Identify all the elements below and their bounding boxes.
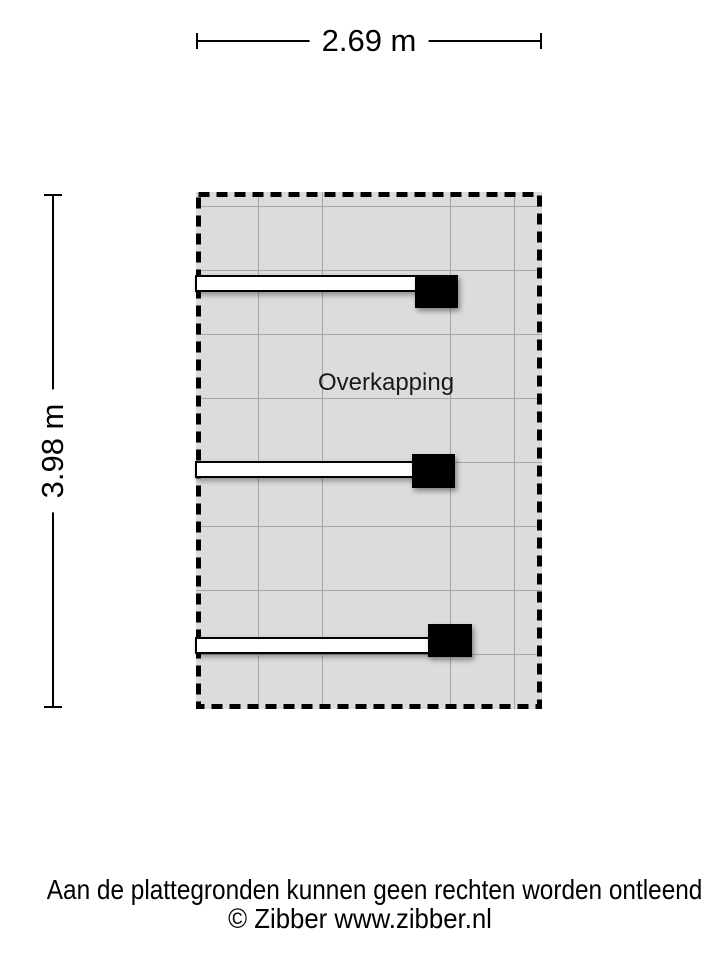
- width-dimension-tick-left: [196, 33, 198, 49]
- support-post: [428, 624, 472, 657]
- room-label: Overkapping: [317, 369, 455, 396]
- grid-line-horizontal: [196, 270, 542, 271]
- height-dimension-tick-top: [44, 194, 62, 196]
- width-dimension: 2.69 m: [196, 23, 542, 59]
- grid-line-horizontal: [196, 334, 542, 335]
- width-dimension-label: 2.69 m: [309, 23, 429, 59]
- height-dimension: 3.98 m: [35, 194, 71, 708]
- support-post: [412, 454, 455, 488]
- credit-text: © Zibber www.zibber.nl: [228, 903, 492, 934]
- grid-line-horizontal: [196, 654, 542, 655]
- height-dimension-label: 3.98 m: [35, 389, 71, 513]
- grid-line-horizontal: [196, 206, 542, 207]
- footer: Aan de plattegronden kunnen geen rechten…: [0, 876, 720, 933]
- overkapping-floorplan: Overkapping: [195, 192, 542, 709]
- support-post: [415, 275, 458, 308]
- grid-line-horizontal: [196, 398, 542, 399]
- grid-line-horizontal: [196, 590, 542, 591]
- roof-beam: [195, 637, 433, 654]
- roof-beam: [195, 461, 415, 478]
- height-dimension-tick-bottom: [44, 706, 62, 708]
- width-dimension-tick-right: [540, 33, 542, 49]
- plan-floor: [196, 192, 542, 709]
- grid-line-horizontal: [196, 526, 542, 527]
- roof-beam: [195, 275, 417, 292]
- disclaimer-text: Aan de plattegronden kunnen geen rechten…: [46, 874, 703, 905]
